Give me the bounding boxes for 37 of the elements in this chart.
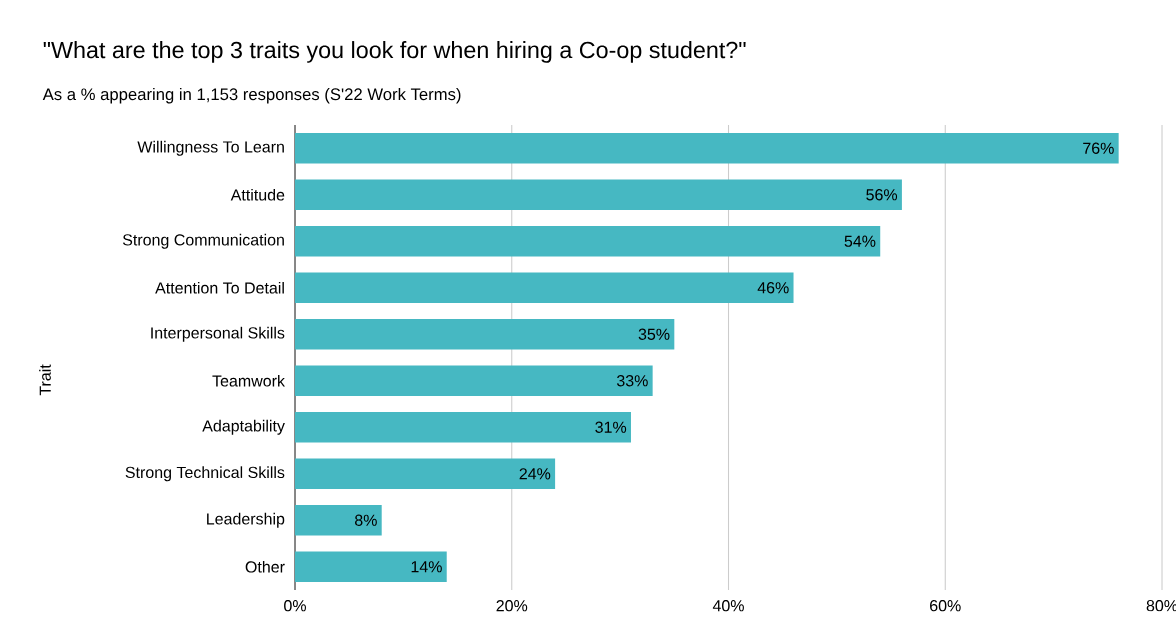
y-tick-label: Strong Technical Skills [125, 466, 285, 482]
chart-subtitle: As a % appearing in 1,153 responses (S'22 Work Terms) [42, 87, 461, 104]
y-tick-label: Adaptability [202, 419, 285, 435]
y-tick-label: Willingness To Learn [137, 140, 284, 156]
data-label: 56% [866, 189, 898, 201]
data-label: 31% [595, 421, 627, 433]
bar [295, 179, 902, 211]
data-label: 76% [1083, 142, 1114, 154]
y-tick-label: Other [245, 560, 285, 573]
bar [295, 458, 556, 490]
y-tick-label: Attitude [230, 188, 285, 201]
data-label: 46% [757, 282, 789, 294]
bar [295, 504, 382, 536]
x-tick-label: 0% [284, 600, 306, 612]
y-tick-label: Interpersonal Skills [151, 326, 285, 342]
y-axis-title: Trait [39, 364, 51, 396]
y-tick-label: Leadership [207, 512, 285, 528]
y-tick-label: Teamwork [212, 374, 285, 387]
x-tick-label: 60% [930, 600, 961, 612]
bar [295, 272, 794, 304]
data-label: 24% [519, 468, 551, 480]
data-label: 33% [616, 375, 648, 387]
data-label: 35% [638, 328, 670, 340]
y-tick-label: Attention To Detail [155, 281, 284, 294]
bar [295, 225, 881, 257]
bar [295, 318, 675, 350]
bar [295, 365, 653, 397]
data-label: 8% [355, 514, 377, 526]
chart-title: "What are the top 3 traits you look for when hiring a Co-op student?" [43, 41, 746, 63]
data-label: 14% [411, 561, 442, 573]
bar [295, 411, 631, 443]
y-tick-label: Strong Communication [122, 233, 284, 249]
bar [295, 551, 447, 583]
x-tick-label: 40% [712, 600, 744, 612]
data-label: 54% [844, 235, 876, 247]
bar [295, 132, 1119, 164]
x-tick-label: 20% [496, 600, 528, 612]
